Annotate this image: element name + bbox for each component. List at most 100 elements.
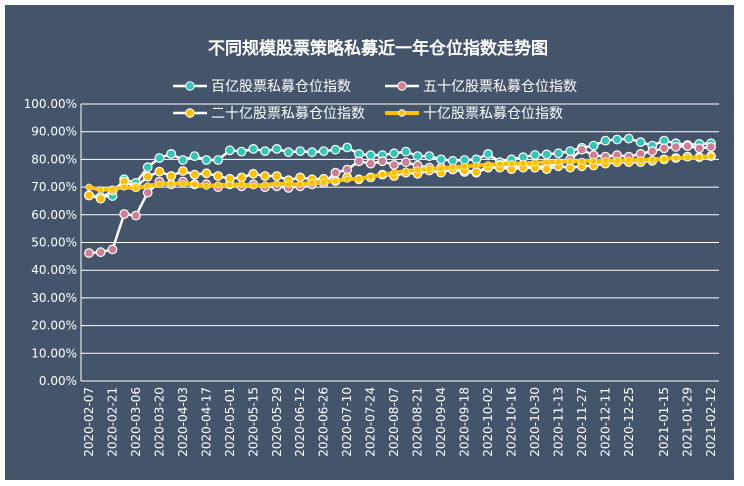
data-point xyxy=(142,187,153,198)
data-point xyxy=(401,157,411,168)
x-tick-label: 2020-08-07 xyxy=(387,387,401,457)
legend-swatch-marker xyxy=(397,81,407,91)
x-tick-label: 2020-12-11 xyxy=(598,387,612,457)
data-point xyxy=(236,172,247,183)
data-point xyxy=(308,179,316,187)
x-tick-label: 2020-07-24 xyxy=(364,387,378,457)
data-point xyxy=(342,142,353,153)
chart-panel: 不同规模股票策略私募近一年仓位指数走势图 百亿股票私募仓位指数 五十亿股票私募仓位… xyxy=(5,5,734,480)
y-tick-label: 90.00% xyxy=(31,125,77,139)
x-tick-label: 2020-11-27 xyxy=(575,387,589,457)
data-point xyxy=(694,143,705,154)
y-tick-label: 50.00% xyxy=(31,236,77,250)
data-point xyxy=(389,159,400,170)
x-tick-label: 2020-10-02 xyxy=(481,387,495,457)
legend-label: 五十亿股票私募仓位指数 xyxy=(423,79,577,95)
data-point xyxy=(189,169,200,180)
data-point xyxy=(260,146,270,157)
data-point xyxy=(214,181,222,189)
data-point xyxy=(437,164,445,172)
data-point xyxy=(201,155,212,165)
grid xyxy=(81,103,719,382)
data-point xyxy=(496,160,504,168)
data-point xyxy=(295,172,306,183)
data-point xyxy=(554,158,562,166)
data-point xyxy=(271,171,282,181)
data-point xyxy=(425,165,433,173)
data-point xyxy=(177,155,188,165)
data-point xyxy=(682,141,693,152)
data-point xyxy=(613,157,621,165)
data-point xyxy=(566,158,574,166)
data-point xyxy=(283,147,294,158)
data-point xyxy=(84,248,94,258)
data-point xyxy=(260,171,270,181)
series-group xyxy=(84,133,716,258)
data-point xyxy=(343,175,351,183)
data-point xyxy=(507,160,515,168)
data-point xyxy=(530,150,540,160)
data-point xyxy=(236,146,247,157)
data-point xyxy=(355,175,363,183)
series-4 xyxy=(85,152,715,194)
x-tick-label: 2020-07-10 xyxy=(340,387,354,457)
x-tick-label: 2020-11-13 xyxy=(551,387,565,457)
data-point xyxy=(177,166,188,176)
x-tick-label: 2020-05-15 xyxy=(246,387,260,457)
y-tick-label: 100.00% xyxy=(24,97,77,111)
data-point xyxy=(625,156,633,164)
data-point xyxy=(331,177,339,185)
data-point xyxy=(95,247,106,258)
data-point xyxy=(142,171,153,182)
data-point xyxy=(84,190,94,201)
data-point xyxy=(109,185,117,193)
x-tick-label: 2020-02-21 xyxy=(105,387,119,457)
data-point xyxy=(623,133,634,144)
data-point xyxy=(144,182,152,190)
data-point xyxy=(401,146,411,157)
x-tick-label: 2020-10-30 xyxy=(528,387,542,457)
data-point xyxy=(402,167,410,175)
data-point xyxy=(553,148,564,159)
data-point xyxy=(672,154,680,162)
x-tick-label: 2020-04-17 xyxy=(199,387,213,457)
x-tick-label: 2021-02-12 xyxy=(704,387,718,457)
data-point xyxy=(531,159,539,167)
data-point xyxy=(670,141,681,152)
data-point xyxy=(541,164,552,175)
y-axis: 0.00% 10.00% 20.00% 30.00% 40.00% 50.00% 60.00… xyxy=(24,97,719,388)
data-point xyxy=(577,144,587,155)
data-point xyxy=(307,147,317,158)
data-point xyxy=(449,163,457,171)
data-point xyxy=(601,157,609,165)
data-point xyxy=(365,150,376,161)
x-tick-label: 2020-12-25 xyxy=(622,387,636,457)
data-point xyxy=(600,135,611,146)
data-point xyxy=(238,180,246,188)
y-tick-label: 80.00% xyxy=(31,152,77,166)
x-tick-label: 2020-06-26 xyxy=(317,387,331,457)
data-point xyxy=(541,149,552,160)
legend-item-2: 五十亿股票私募仓位指数 xyxy=(385,79,577,95)
data-point xyxy=(226,181,234,189)
data-point xyxy=(683,154,691,162)
legend-label: 百亿股票私募仓位指数 xyxy=(211,79,351,95)
data-point xyxy=(330,167,341,178)
y-tick-label: 20.00% xyxy=(31,319,77,333)
data-point xyxy=(213,171,224,181)
legend-swatch-marker xyxy=(185,81,195,91)
data-point xyxy=(85,183,93,191)
data-point xyxy=(273,180,281,188)
data-point xyxy=(142,162,153,173)
data-point xyxy=(588,140,599,151)
y-tick-label: 0.00% xyxy=(39,374,77,388)
y-tick-label: 70.00% xyxy=(31,180,77,194)
data-point xyxy=(97,186,105,194)
data-point xyxy=(660,155,668,163)
data-point xyxy=(706,141,716,152)
data-point xyxy=(119,209,130,219)
data-point xyxy=(565,146,576,157)
data-point xyxy=(424,151,435,162)
data-point xyxy=(261,181,269,189)
